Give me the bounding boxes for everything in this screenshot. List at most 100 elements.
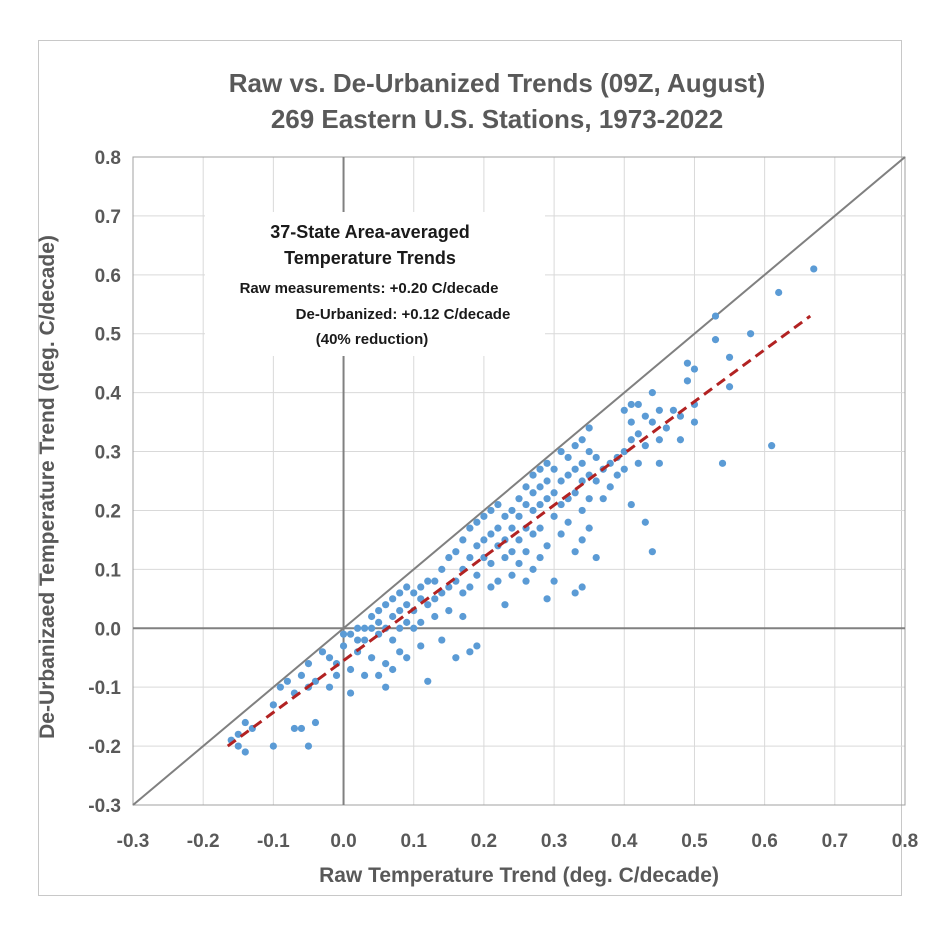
data-point [592, 477, 600, 485]
data-point [494, 524, 502, 532]
data-point [501, 553, 509, 562]
data-point [269, 742, 277, 750]
data-point [353, 636, 362, 644]
data-point [536, 500, 544, 509]
data-point [648, 418, 656, 426]
data-point [346, 630, 355, 638]
data-point [676, 412, 685, 420]
data-point [578, 477, 586, 485]
data-point [683, 377, 692, 385]
data-point [361, 636, 369, 644]
data-point [487, 559, 495, 568]
data-point [690, 418, 699, 426]
data-point [515, 559, 523, 568]
x-tick-label: -0.2 [187, 831, 220, 852]
data-point [571, 548, 579, 556]
data-point [550, 489, 558, 497]
data-point [241, 748, 249, 756]
data-point [627, 400, 635, 409]
data-point [585, 424, 593, 432]
annotation-line-1: 37-State Area-averaged [270, 222, 469, 242]
data-point [283, 677, 291, 685]
data-point [550, 465, 558, 473]
data-point [438, 636, 446, 644]
data-point [718, 459, 727, 467]
trend-fit-line [226, 314, 812, 748]
data-point [543, 495, 551, 503]
data-point [578, 583, 586, 591]
data-point [690, 365, 699, 373]
data-point [550, 512, 558, 520]
data-point [711, 312, 720, 320]
data-point [655, 459, 663, 467]
data-point [810, 265, 818, 273]
data-point [438, 565, 446, 573]
data-point [459, 612, 467, 621]
data-point [536, 524, 544, 532]
data-point [487, 530, 495, 538]
data-point [480, 512, 488, 520]
data-point [466, 524, 474, 532]
data-point [290, 724, 299, 733]
data-point [396, 589, 404, 597]
data-point [543, 542, 551, 550]
data-point [487, 506, 495, 515]
data-point [276, 683, 284, 691]
y-tick-label: -0.3 [88, 796, 121, 817]
data-point [473, 642, 481, 650]
data-point [529, 530, 537, 538]
data-point [431, 595, 439, 603]
data-point [557, 500, 565, 509]
y-tick-label: 0.4 [95, 384, 122, 405]
data-point [768, 442, 776, 450]
data-point [747, 330, 755, 338]
data-point [571, 589, 579, 597]
data-point [269, 701, 277, 709]
data-point [417, 618, 425, 626]
data-point [613, 471, 621, 479]
data-point [480, 536, 488, 544]
data-point [466, 583, 474, 591]
data-point [571, 465, 579, 473]
data-point [410, 589, 418, 597]
data-point [332, 671, 341, 680]
data-point [452, 548, 460, 556]
data-point [353, 624, 362, 632]
data-point [599, 495, 607, 503]
data-point [641, 518, 649, 526]
data-point [389, 612, 397, 621]
data-point [606, 483, 614, 491]
data-point [304, 742, 313, 750]
data-point [578, 536, 586, 544]
x-tick-label: 0.7 [822, 831, 848, 852]
x-axis-tick-labels: -0.3 -0.2 -0.1 0.0 0.1 0.2 0.3 0.4 0.5 0.6 0.7 0.8 [117, 831, 919, 852]
data-point [529, 565, 537, 573]
data-point [339, 642, 348, 650]
y-tick-label: 0.3 [95, 443, 121, 464]
data-point [389, 636, 397, 644]
data-point [361, 671, 369, 680]
data-point [522, 483, 530, 491]
data-point [339, 630, 348, 638]
data-point [508, 506, 516, 515]
data-point [557, 447, 565, 456]
y-tick-label: 0.2 [95, 501, 121, 522]
data-point [627, 500, 635, 509]
data-point [241, 718, 249, 727]
data-point [297, 671, 306, 680]
y-tick-label: 0.8 [95, 148, 121, 169]
data-point [382, 660, 390, 668]
data-point [368, 612, 376, 621]
data-point [494, 500, 502, 509]
data-point [536, 465, 544, 473]
annotation-line-4: De-Urbanized: +0.12 C/decade [296, 306, 511, 323]
data-point [501, 512, 509, 520]
y-axis-tick-labels: -0.3 -0.2 -0.1 0.0 0.1 0.2 0.3 0.4 0.5 0.6 0.7 0.8 [88, 148, 121, 817]
y-tick-label: -0.1 [88, 678, 121, 699]
data-point [403, 601, 411, 609]
data-point [536, 553, 544, 562]
data-point [634, 400, 642, 409]
data-point [424, 677, 432, 685]
data-point [529, 489, 537, 497]
data-point [775, 288, 783, 297]
